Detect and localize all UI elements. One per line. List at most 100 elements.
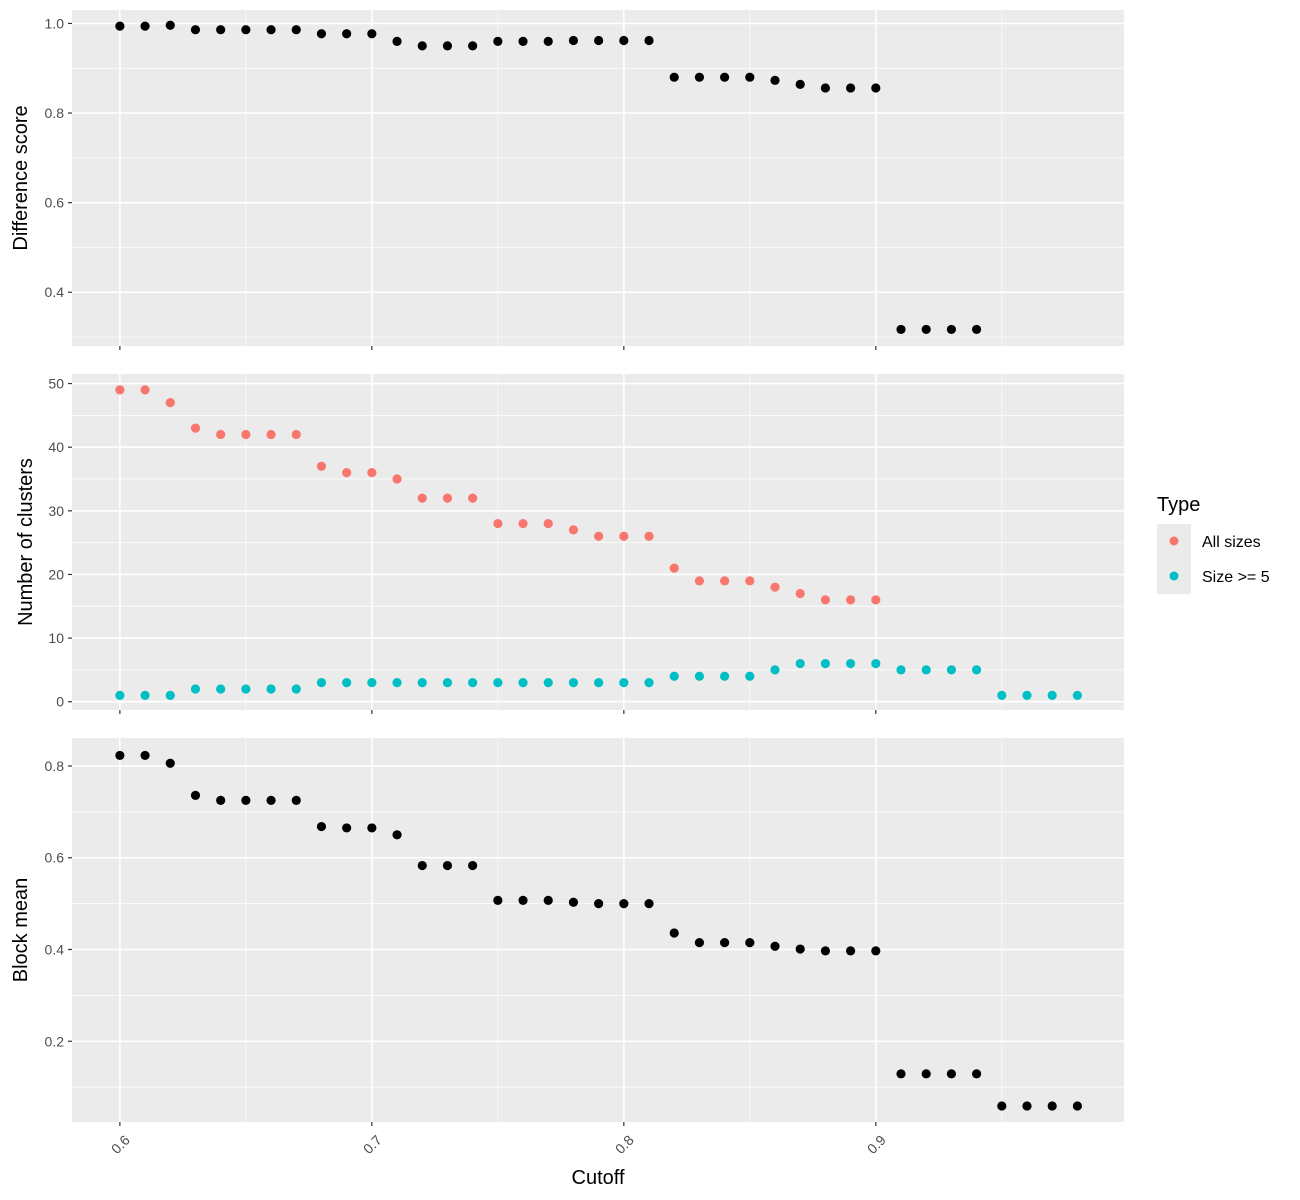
data-point (1022, 1101, 1032, 1111)
data-point (468, 493, 478, 503)
data-point (165, 398, 175, 408)
data-point (770, 665, 780, 675)
x-axis: 0.6 0.7 0.8 0.9 (108, 1132, 889, 1157)
data-point (316, 29, 327, 39)
data-point (619, 899, 629, 909)
data-point (140, 21, 150, 31)
data-point (291, 429, 301, 440)
data-point (291, 25, 301, 35)
data-point (820, 946, 831, 956)
data-point (367, 678, 377, 688)
data-point (568, 897, 579, 907)
data-point (316, 461, 327, 471)
x-tick-label: 0.6 (108, 1132, 133, 1157)
data-point (1047, 1101, 1057, 1111)
data-point (140, 385, 150, 395)
x-axis-title: Cutoff (572, 1167, 625, 1189)
data-point (367, 468, 377, 478)
y-tick-label: 40 (48, 439, 64, 455)
data-point (266, 25, 276, 35)
y-tick-label: 0.8 (45, 758, 65, 774)
data-point (241, 795, 251, 805)
data-point (115, 21, 125, 31)
legend: Type All sizes Size >= 5 (1157, 494, 1270, 594)
legend-label-all-sizes: All sizes (1202, 534, 1261, 551)
data-point (594, 899, 604, 909)
series-points (115, 750, 1082, 1111)
y-tick-label: 0.6 (45, 850, 65, 866)
data-point (342, 823, 352, 833)
data-point (946, 665, 956, 675)
data-point (669, 671, 679, 681)
data-point (493, 895, 503, 906)
data-point (946, 324, 956, 335)
data-point (216, 795, 226, 805)
data-point (745, 576, 755, 586)
data-point (770, 941, 780, 951)
data-point (468, 860, 478, 871)
data-point (997, 690, 1007, 700)
data-point (896, 665, 906, 675)
data-point (190, 25, 201, 35)
y-tick-label: 30 (48, 503, 64, 519)
data-point (971, 1069, 982, 1079)
data-point (342, 468, 352, 478)
data-point (871, 83, 881, 93)
data-point (694, 576, 705, 586)
data-point (468, 41, 478, 51)
legend-key-all-sizes (1169, 536, 1179, 546)
data-point (820, 595, 831, 605)
data-point (795, 944, 805, 954)
data-point (568, 678, 579, 688)
data-point (190, 790, 201, 800)
series-size-5 (115, 658, 1082, 700)
data-point (241, 429, 251, 440)
y-tick-label: 50 (48, 376, 64, 392)
y-tick-label: 20 (48, 566, 64, 582)
data-point (720, 72, 730, 82)
data-point (442, 860, 453, 871)
data-point (745, 72, 755, 82)
data-point (190, 684, 201, 694)
data-point (871, 658, 881, 669)
data-point (367, 29, 377, 39)
data-point (669, 563, 679, 573)
data-point (971, 324, 982, 335)
data-point (694, 72, 705, 82)
data-point (518, 36, 528, 46)
x-tick-label: 0.8 (612, 1132, 637, 1157)
data-point (720, 938, 730, 948)
data-point (392, 474, 402, 484)
data-point (669, 72, 679, 82)
data-point (216, 429, 226, 440)
data-point (846, 946, 856, 956)
data-point (468, 678, 478, 688)
data-point (997, 1101, 1007, 1111)
y-tick-label: 1.0 (45, 15, 65, 31)
data-point (493, 36, 503, 46)
data-point (216, 25, 226, 35)
data-point (518, 678, 528, 688)
data-point (442, 41, 453, 51)
data-point (594, 35, 604, 46)
legend-title: Type (1157, 494, 1200, 516)
data-point (745, 938, 755, 948)
data-point (594, 678, 604, 688)
data-point (871, 595, 881, 605)
data-point (795, 658, 805, 669)
data-point (543, 895, 553, 906)
data-point (417, 41, 427, 51)
y-axis-title: Number of clusters (15, 458, 37, 626)
data-point (1047, 690, 1057, 700)
data-point (770, 75, 780, 85)
data-point (871, 946, 881, 956)
data-point (417, 678, 427, 688)
data-point (190, 423, 201, 433)
data-point (896, 324, 906, 335)
data-point (971, 665, 982, 675)
data-point (266, 684, 276, 694)
data-point (291, 684, 301, 694)
data-point (795, 79, 805, 89)
data-point (165, 758, 175, 768)
data-point (518, 518, 528, 529)
